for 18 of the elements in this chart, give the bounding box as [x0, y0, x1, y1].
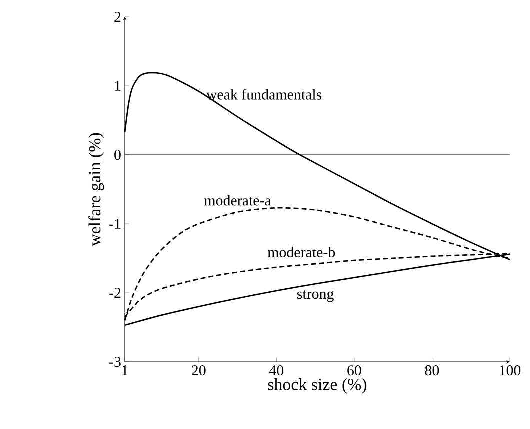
x-tick-label: 100 — [500, 366, 521, 376]
y-axis-title: welfare gain (%) — [88, 133, 104, 246]
y-tick-label: -1 — [110, 219, 121, 229]
series-label: moderate-b — [268, 247, 336, 258]
x-tick-label: 60 — [348, 366, 362, 376]
y-tick-label: -3 — [110, 356, 121, 368]
series-label: weak fundamentals — [206, 89, 322, 100]
x-tick-label: 80 — [425, 366, 440, 376]
y-tick-label: 2 — [114, 12, 121, 22]
y-tick-label: -2 — [110, 288, 121, 298]
x-tick-label: 1 — [122, 366, 128, 376]
y-tick-label: 0 — [114, 150, 121, 160]
series-label: strong — [297, 290, 334, 302]
x-tick-label: 20 — [192, 366, 206, 376]
series-label: moderate-a — [204, 195, 272, 206]
x-axis-title: shock size (%) — [268, 378, 367, 394]
y-tick-label: 1 — [115, 81, 121, 91]
x-tick-label: 40 — [269, 366, 284, 376]
